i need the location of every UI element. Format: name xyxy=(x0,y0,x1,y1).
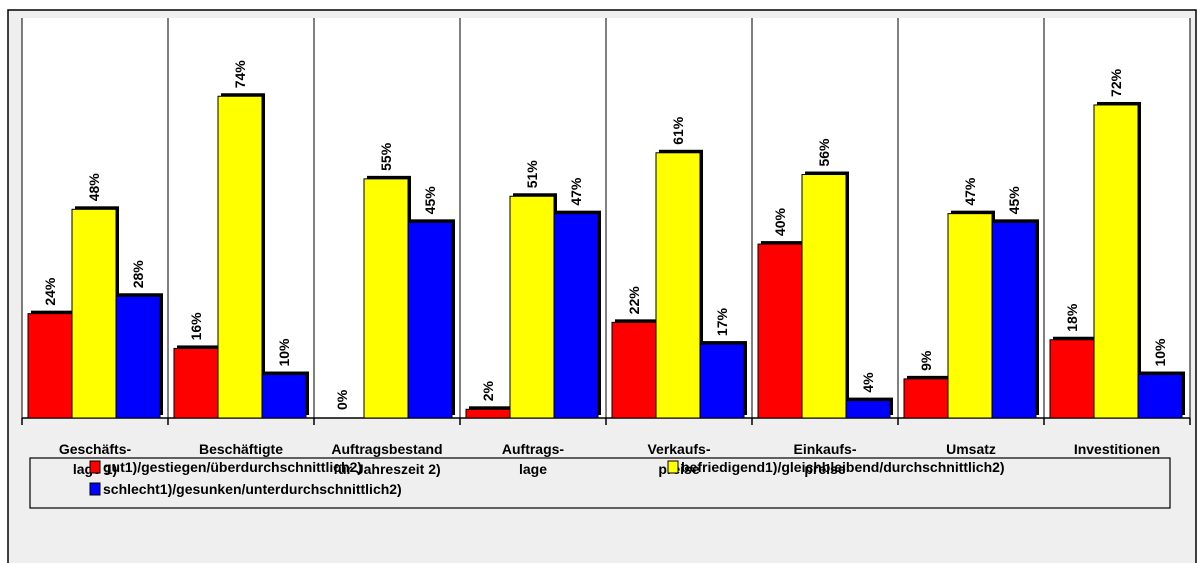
bar xyxy=(1137,374,1183,419)
bar xyxy=(261,374,307,419)
value-label: 47% xyxy=(962,177,978,206)
value-label: 72% xyxy=(1108,68,1124,97)
x-tick-label-line: für Jahreszeit 2) xyxy=(333,461,440,477)
value-label: 2% xyxy=(480,381,496,402)
bar xyxy=(71,208,117,419)
x-tick-label-line: Verkaufs- xyxy=(647,441,710,457)
x-tick-label: Investitionen xyxy=(1074,441,1160,457)
bar xyxy=(407,221,453,419)
bar xyxy=(27,313,73,419)
legend-label: gut1)/gestiegen/überdurchschnittlich2) xyxy=(103,459,362,475)
bar xyxy=(509,195,555,419)
value-label: 16% xyxy=(188,312,204,341)
value-label: 40% xyxy=(772,208,788,237)
bar xyxy=(699,343,745,419)
value-label: 17% xyxy=(714,308,730,337)
legend-box xyxy=(29,457,1171,509)
value-label: 9% xyxy=(918,350,934,371)
legend-swatch xyxy=(89,460,101,474)
bar xyxy=(611,321,657,419)
x-tick-label: Beschäftigte xyxy=(199,441,283,457)
value-label: 48% xyxy=(86,173,102,202)
x-tick-label: Einkaufs-preise xyxy=(793,441,856,477)
value-label: 61% xyxy=(670,116,686,145)
bar xyxy=(465,408,511,419)
value-label: 28% xyxy=(130,260,146,289)
bar xyxy=(1049,339,1095,419)
bar xyxy=(217,95,263,419)
legend-label: schlecht1)/gesunken/unterdurchschnittlic… xyxy=(103,481,402,497)
bar xyxy=(115,295,161,419)
bar xyxy=(845,400,891,419)
value-label: 74% xyxy=(232,60,248,89)
x-tick-label-line: Umsatz xyxy=(946,441,996,457)
bar xyxy=(1093,104,1139,419)
x-tick-label: Auftragsbestand für Jahreszeit 2) xyxy=(331,441,442,477)
bar xyxy=(801,174,847,419)
x-tick-label-line: Einkaufs- xyxy=(793,441,856,457)
value-label: 56% xyxy=(816,138,832,167)
value-label: 4% xyxy=(860,372,876,393)
x-tick-label: Auftrags-lage xyxy=(502,441,565,477)
x-tick-label-line: Beschäftigte xyxy=(199,441,283,457)
value-label: 47% xyxy=(568,177,584,206)
x-tick-label-line: preise xyxy=(804,461,845,477)
value-label: 45% xyxy=(422,186,438,215)
bar xyxy=(757,243,803,419)
value-label: 51% xyxy=(524,160,540,189)
value-label: 10% xyxy=(276,338,292,367)
x-tick-label-line: Auftrags- xyxy=(502,441,565,457)
legend-swatch xyxy=(89,482,101,496)
value-label: 22% xyxy=(626,286,642,315)
bar xyxy=(947,213,993,419)
value-label: 55% xyxy=(378,142,394,171)
value-label: 0% xyxy=(334,389,350,410)
value-label: 45% xyxy=(1006,186,1022,215)
value-label: 24% xyxy=(42,277,58,306)
legend-swatch xyxy=(667,460,679,474)
x-tick-label-line: Investitionen xyxy=(1074,441,1160,457)
bar xyxy=(553,213,599,419)
bar xyxy=(173,347,219,419)
x-tick-label-line: lage xyxy=(519,461,547,477)
x-tick-label: Umsatz xyxy=(946,441,996,457)
x-tick-label-line: Geschäfts- xyxy=(59,441,132,457)
bar xyxy=(655,152,701,419)
legend-label: befriedigend1)/gleichbleibend/durchschni… xyxy=(681,459,1005,475)
value-label: 18% xyxy=(1064,303,1080,332)
bar xyxy=(903,378,949,419)
value-label: 10% xyxy=(1152,338,1168,367)
x-tick-label-line: Auftragsbestand xyxy=(331,441,442,457)
bar xyxy=(363,178,409,419)
bar xyxy=(991,221,1037,419)
